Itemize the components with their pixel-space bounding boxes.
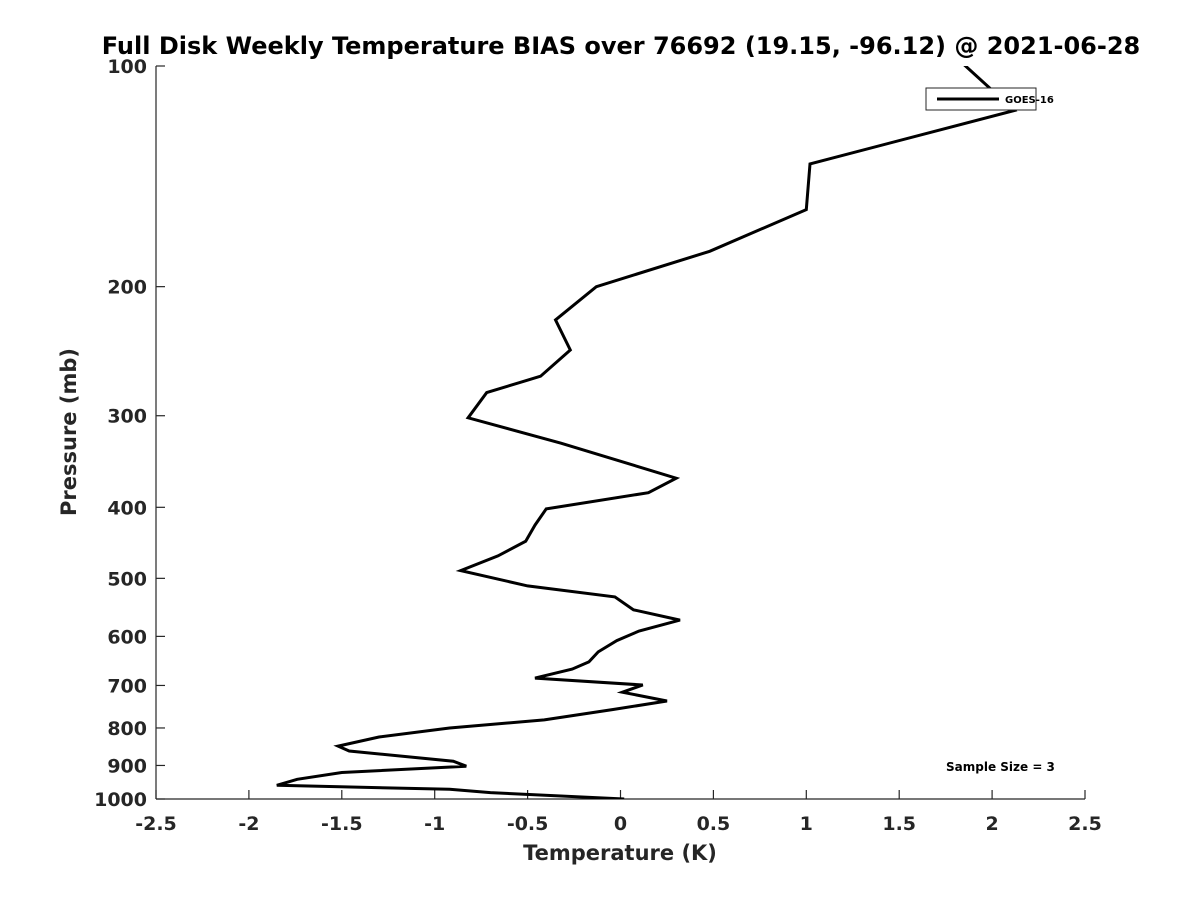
x-tick-label: -0.5 — [507, 813, 549, 835]
x-tick-label: 2.5 — [1068, 813, 1102, 835]
y-tick-label: 400 — [107, 497, 147, 519]
legend-label-goes-16: GOES-16 — [1005, 95, 1054, 106]
x-tick-label: 0.5 — [697, 813, 731, 835]
chart-title: Full Disk Weekly Temperature BIAS over 7… — [102, 32, 1141, 60]
y-tick-label: 500 — [107, 568, 147, 590]
y-tick-label: 600 — [107, 626, 147, 648]
y-tick-label: 300 — [107, 406, 147, 428]
x-axis-ticks: -2.5 -2 -1.5 -1 -0.5 0 0.5 1 1.5 2 2.5 — [135, 790, 1102, 835]
y-tick-label: 700 — [107, 675, 147, 697]
legend: GOES-16 — [925, 87, 1054, 111]
x-tick-label: -2.5 — [135, 813, 177, 835]
y-tick-label: 100 — [107, 56, 147, 78]
x-tick-label: -1 — [424, 813, 445, 835]
y-axis-ticks: 100 200 300 400 500 600 700 800 900 1000 — [94, 56, 165, 811]
y-tick-label: 1000 — [94, 789, 147, 811]
y-tick-label: 900 — [107, 755, 147, 777]
x-tick-label: 2 — [985, 813, 998, 835]
x-tick-label: -2 — [238, 813, 259, 835]
plot-area: -2.5 -2 -1.5 -1 -0.5 0 0.5 1 1.5 2 2.5 100 200 300 40… — [94, 56, 1102, 835]
x-tick-label: 0 — [614, 813, 627, 835]
y-tick-label: 200 — [107, 277, 147, 299]
x-tick-label: 1 — [800, 813, 813, 835]
x-tick-label: 1.5 — [882, 813, 916, 835]
y-tick-label: 800 — [107, 718, 147, 740]
x-tick-label: -1.5 — [321, 813, 363, 835]
sample-size-annotation: Sample Size = 3 — [946, 760, 1055, 774]
x-axis-label: Temperature (K) — [523, 841, 717, 865]
series-line-goes-16 — [276, 66, 1018, 799]
series-layer — [276, 66, 1018, 799]
y-axis-label: Pressure (mb) — [57, 348, 81, 516]
